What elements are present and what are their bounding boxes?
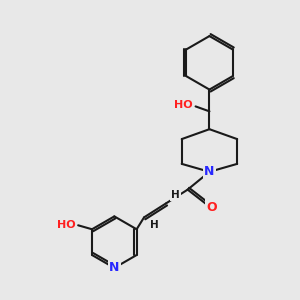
Text: O: O [206, 201, 217, 214]
Text: HO: HO [57, 220, 76, 230]
Text: H: H [171, 190, 180, 200]
Text: N: N [109, 261, 119, 274]
Text: N: N [204, 165, 214, 178]
Text: HO: HO [174, 100, 193, 110]
Text: H: H [150, 220, 158, 230]
